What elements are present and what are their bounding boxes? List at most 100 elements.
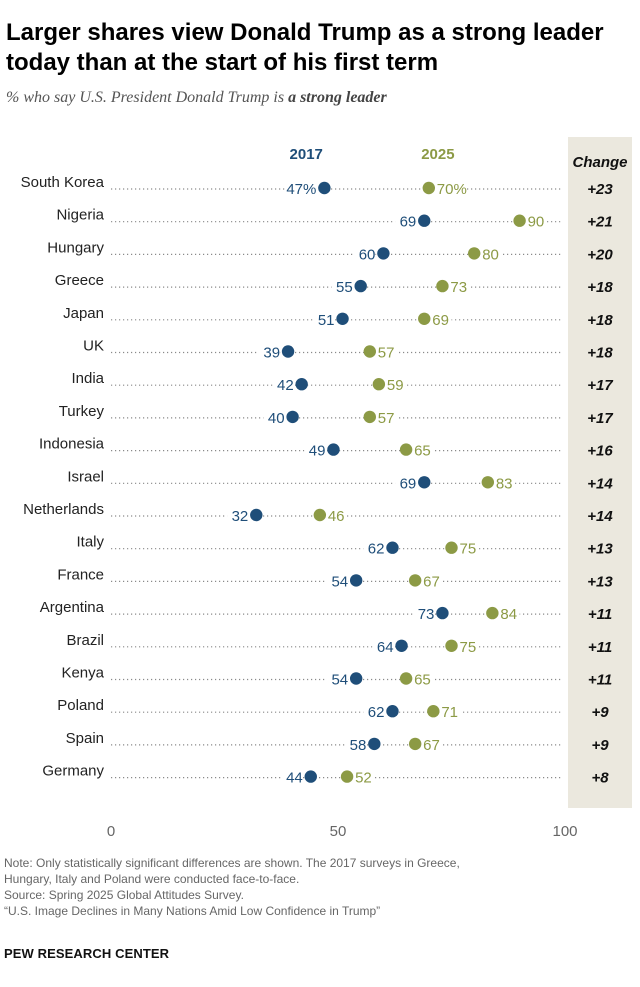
category-label-france: France (57, 566, 104, 583)
dot-2025-india (372, 378, 386, 391)
dot-2017-hungary (377, 247, 390, 260)
value-label-2025-india: 59 (387, 377, 404, 394)
label-bg-2025-uk (375, 341, 397, 362)
legend-2025: 2025 (421, 146, 454, 163)
value-label-2017-israel: 69 (400, 475, 417, 492)
label-bg-2025-spain (421, 733, 443, 754)
value-label-2025-nigeria: 90 (528, 214, 545, 231)
category-label-italy: Italy (76, 534, 104, 551)
category-label-argentina: Argentina (40, 599, 105, 616)
report-title-line: “U.S. Image Declines in Many Nations Ami… (4, 904, 381, 918)
dot-2017-india (295, 378, 308, 391)
category-label-kenya: Kenya (61, 665, 104, 682)
dot-2017-poland (386, 705, 399, 718)
dot-2025-hungary (468, 247, 481, 260)
value-label-2017-france: 54 (331, 573, 348, 590)
dot-2025-argentina (486, 606, 499, 620)
value-label-2017-argentina: 73 (418, 606, 435, 623)
dot-2025-spain (408, 737, 422, 751)
dot-2017-argentina (436, 606, 449, 620)
change-value-poland: +9 (591, 704, 609, 721)
source-line: Source: Spring 2025 Global Attitudes Sur… (4, 888, 244, 902)
note-line-1: Note: Only statistically significant dif… (4, 856, 460, 870)
label-bg-2025-india (384, 374, 407, 395)
label-bg-2025-argentina (498, 603, 520, 624)
dot-2025-indonesia (399, 443, 413, 456)
label-bg-2017-japan (313, 308, 335, 329)
x-tick-label-50: 50 (330, 823, 347, 840)
label-bg-2025-netherlands (325, 505, 348, 525)
category-label-nigeria: Nigeria (56, 207, 104, 224)
chart-title: Larger shares view Donald Trump as a str… (6, 19, 604, 76)
label-bg-2017-greece (331, 276, 353, 297)
subtitle-prefix: % who say U.S. President Donald Trump is (6, 89, 289, 106)
category-label-indonesia: Indonesia (39, 436, 105, 453)
value-label-2017-india: 42 (277, 377, 294, 394)
value-label-2017-south-korea: 47% (286, 181, 316, 198)
label-bg-2025-italy (457, 537, 479, 558)
label-bg-2017-nigeria (395, 210, 417, 231)
category-label-brazil: Brazil (66, 632, 104, 649)
label-bg-2017-france (326, 570, 349, 591)
label-bg-2017-indonesia (304, 439, 326, 460)
dot-2025-france (408, 574, 422, 587)
dot-2017-netherlands (250, 508, 263, 522)
label-bg-2017-kenya (326, 668, 349, 689)
pew-research-center-logo-text: PEW RESEARCH CENTER (4, 946, 170, 961)
change-value-indonesia: +16 (587, 443, 613, 460)
dot-2025-italy (445, 541, 458, 554)
change-value-turkey: +17 (587, 410, 613, 427)
label-bg-2017-poland (363, 701, 385, 722)
dot-plot-chart: Change 2017 2025 South Korea 47% 70% +23 Nigeri… (21, 137, 632, 840)
dot-2025-uk (363, 345, 376, 358)
value-label-2025-poland: 71 (441, 704, 458, 721)
label-bg-2017-italy (363, 537, 385, 558)
value-label-2025-brazil: 75 (460, 639, 477, 656)
label-bg-2025-france (421, 570, 443, 591)
category-label-netherlands: Netherlands (23, 501, 104, 518)
change-value-uk: +18 (587, 345, 613, 362)
dot-2017-uk (281, 345, 295, 358)
label-bg-2017-israel (395, 472, 417, 493)
value-label-2025-south-korea: 70% (437, 181, 467, 198)
dot-2017-greece (354, 279, 367, 293)
label-bg-2017-germany (281, 766, 303, 787)
category-label-south-korea: South Korea (21, 174, 105, 191)
change-value-argentina: +11 (588, 606, 612, 623)
category-label-spain: Spain (66, 730, 104, 747)
change-value-south-korea: +23 (587, 181, 613, 198)
value-label-2017-greece: 55 (336, 279, 353, 296)
change-value-hungary: +20 (587, 246, 613, 263)
chart-subtitle: % who say U.S. President Donald Trump is… (6, 89, 387, 107)
dot-2017-japan (336, 312, 349, 325)
change-value-kenya: +11 (588, 672, 612, 689)
category-label-turkey: Turkey (59, 403, 105, 420)
change-column-band (568, 137, 632, 808)
category-label-greece: Greece (55, 272, 104, 289)
label-bg-2025-brazil (457, 635, 479, 656)
label-bg-2017-turkey (263, 406, 285, 427)
category-label-japan: Japan (63, 305, 104, 322)
change-value-germany: +8 (591, 770, 609, 787)
value-label-2017-italy: 62 (368, 541, 385, 558)
change-value-brazil: +11 (588, 639, 612, 656)
label-bg-2017-south-korea (286, 178, 317, 198)
dot-2025-israel (481, 476, 495, 489)
value-label-2017-kenya: 54 (331, 672, 348, 689)
value-label-2025-japan: 69 (432, 312, 449, 329)
value-label-2025-hungary: 80 (482, 246, 499, 263)
value-label-2025-argentina: 84 (500, 606, 517, 623)
label-bg-2017-uk (258, 341, 281, 362)
label-bg-2025-germany (353, 766, 375, 787)
label-bg-2017-hungary (354, 243, 376, 264)
dot-2025-nigeria (513, 214, 526, 227)
value-label-2017-netherlands: 32 (232, 508, 249, 525)
value-label-2025-netherlands: 46 (328, 508, 345, 525)
chart-notes: Note: Only statistically significant dif… (4, 855, 634, 919)
label-bg-2017-brazil (372, 635, 394, 656)
value-label-2017-nigeria: 69 (400, 214, 417, 231)
value-label-2017-poland: 62 (368, 704, 385, 721)
change-value-japan: +18 (587, 312, 613, 329)
value-label-2017-germany: 44 (286, 770, 303, 787)
value-label-2017-turkey: 40 (268, 410, 285, 427)
